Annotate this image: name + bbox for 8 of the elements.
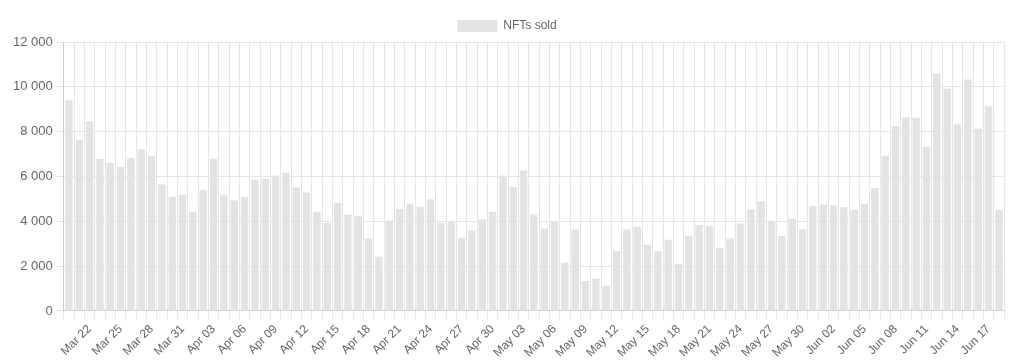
y-tick-label: 2 000 — [20, 257, 53, 273]
y-tick-label: 4 000 — [20, 212, 53, 228]
legend-label: NFTs sold — [503, 18, 557, 33]
y-tick-label: 8 000 — [20, 123, 53, 139]
y-tick-label: 6 000 — [20, 168, 53, 184]
y-tick-label: 12 000 — [13, 33, 53, 49]
y-tick-label: 10 000 — [13, 78, 53, 94]
y-tick-label: 0 — [45, 302, 53, 318]
